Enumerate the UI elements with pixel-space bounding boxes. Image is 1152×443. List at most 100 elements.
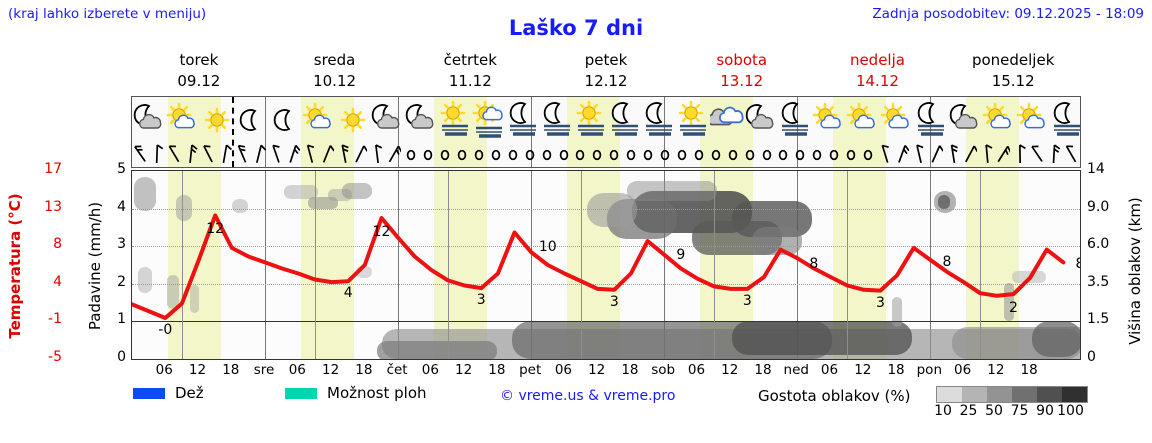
temperature-value-label: 3 bbox=[609, 293, 619, 310]
temperature-value-label: 12 bbox=[206, 221, 225, 238]
cloud-blob bbox=[1004, 283, 1014, 321]
cloud-density-ramp bbox=[936, 386, 1088, 403]
wind-barb-icon bbox=[386, 141, 403, 167]
precipitation-tick-label: 1 bbox=[117, 311, 126, 328]
cloud-blob bbox=[167, 275, 179, 309]
day-date: 11.12 bbox=[448, 72, 492, 90]
wind-barb-icon bbox=[132, 141, 149, 167]
temperature-value-label: 8 bbox=[942, 253, 952, 270]
wind-calm-icon bbox=[487, 141, 504, 167]
wind-calm-icon bbox=[707, 141, 724, 167]
day-separator bbox=[398, 171, 400, 359]
cloud-height-tick-label: 1.5 bbox=[1087, 311, 1110, 328]
wind-barb-icon bbox=[961, 141, 978, 167]
cloud-density-tick-label: 90 bbox=[1036, 403, 1054, 419]
day-separator bbox=[930, 171, 932, 359]
wind-barb-icon bbox=[284, 141, 301, 167]
cloud-blob bbox=[284, 185, 318, 199]
moon-icon bbox=[268, 99, 302, 141]
day-header-ponedeljek: ponedeljek 15.12 bbox=[945, 50, 1081, 96]
precipitation-axis-title: Padavine (mm/h) bbox=[86, 176, 112, 356]
moon-cloud-icon bbox=[744, 99, 778, 141]
cloud-blob bbox=[134, 177, 156, 211]
forecast-plot: -0 12 4 12 3 10 3 9 3 8 3 8 2 8 bbox=[131, 170, 1081, 360]
x-tick-label: 18 bbox=[754, 362, 772, 378]
temperature-value-label: 12 bbox=[372, 224, 391, 240]
weather-icon-panel bbox=[131, 96, 1081, 168]
cloud-density-tick-label: 25 bbox=[959, 403, 978, 419]
cloud-density-ramp-segment bbox=[962, 387, 987, 402]
cloud-density-tick-label: 100 bbox=[1057, 403, 1084, 419]
day-separator bbox=[265, 171, 267, 359]
temperature-tick-label: 8 bbox=[53, 236, 62, 253]
wind-barb-icon bbox=[1063, 141, 1080, 167]
sleet-legend-swatch bbox=[285, 388, 317, 399]
wind-calm-icon bbox=[420, 141, 437, 167]
day-separator bbox=[398, 97, 400, 167]
sun-fog-icon bbox=[438, 99, 472, 141]
cloud-blob bbox=[190, 285, 199, 313]
cloud-blob bbox=[176, 195, 192, 221]
sun-cloud-icon bbox=[302, 99, 336, 141]
wind-calm-icon bbox=[555, 141, 572, 167]
wind-barb-icon bbox=[369, 141, 386, 167]
wind-barb-icon bbox=[318, 141, 335, 167]
wind-calm-icon bbox=[775, 141, 792, 167]
moon-fog-icon bbox=[642, 99, 676, 141]
x-tick-label: 12 bbox=[321, 362, 340, 378]
precipitation-tick-label: 5 bbox=[117, 161, 126, 177]
temperature-tick-label: -1 bbox=[48, 311, 62, 328]
x-tick-label: 06 bbox=[155, 362, 173, 378]
last-update-label: Zadnja posodobitev: 09.12.2025 - 18:09 bbox=[872, 6, 1144, 22]
x-tick-label: 18 bbox=[621, 362, 639, 378]
x-tick-label: pon bbox=[916, 362, 943, 378]
x-tick-label: 06 bbox=[953, 362, 972, 378]
wind-calm-icon bbox=[538, 141, 555, 167]
precipitation-tick-label: 3 bbox=[117, 236, 126, 253]
cloud-density-ramp-segment bbox=[987, 387, 1012, 402]
temperature-axis-title: Temperatura (°C) bbox=[6, 176, 32, 356]
noon-gridline bbox=[847, 171, 849, 359]
day-name: sobota bbox=[716, 51, 768, 69]
x-tick-label: 18 bbox=[355, 362, 373, 378]
wind-barb-icon bbox=[335, 141, 352, 167]
x-tick-label: 12 bbox=[455, 362, 473, 378]
cloud-height-axis-title: Višina oblakov (km) bbox=[1126, 176, 1152, 366]
moon-icon bbox=[234, 99, 268, 141]
x-tick-label: 12 bbox=[854, 362, 872, 378]
sun-cloud-icon bbox=[982, 99, 1016, 141]
weather-icon-row bbox=[132, 99, 1080, 141]
cloud-blob bbox=[342, 183, 372, 199]
day-date: 13.12 bbox=[720, 72, 764, 90]
wind-calm-icon bbox=[403, 141, 420, 167]
location-menu-note[interactable]: (kraj lahko izberete v meniju) bbox=[8, 6, 207, 22]
copyright-link[interactable]: © vreme.us & vreme.pro bbox=[500, 388, 676, 404]
temperature-axis-title-text: Temperatura (°C) bbox=[6, 193, 24, 339]
cloud-height-tick-label: 3.5 bbox=[1087, 273, 1110, 290]
wind-calm-icon bbox=[809, 141, 826, 167]
x-tick-label: 12 bbox=[588, 362, 606, 378]
wind-calm-icon bbox=[521, 141, 538, 167]
wind-calm-icon bbox=[504, 141, 521, 167]
x-tick-label: 06 bbox=[820, 362, 839, 378]
wind-barb-icon bbox=[944, 141, 961, 167]
cloud-density-tick-label: 10 bbox=[934, 403, 952, 419]
day-separator bbox=[265, 97, 267, 167]
day-header-petek: petek 12.12 bbox=[538, 50, 674, 96]
day-date: 15.12 bbox=[991, 72, 1035, 90]
wind-calm-icon bbox=[454, 141, 471, 167]
daylight-band bbox=[168, 97, 221, 167]
wind-barb-row bbox=[132, 141, 1080, 167]
rain-legend-swatch bbox=[133, 388, 165, 399]
wind-barb-icon bbox=[877, 141, 894, 167]
temperature-value-label: 8 bbox=[809, 255, 819, 272]
day-name: sreda bbox=[313, 51, 356, 69]
moon-fog-icon bbox=[778, 99, 812, 141]
cloud-density-ramp-labels: 10 25 50 75 90 100 bbox=[931, 403, 1091, 421]
day-name: četrtek bbox=[443, 51, 497, 69]
day-separator bbox=[797, 171, 799, 359]
cloud-blob bbox=[138, 267, 152, 293]
horizontal-gridline bbox=[132, 246, 1080, 248]
moon-cloud-icon bbox=[404, 99, 438, 141]
x-tick-label: 12 bbox=[987, 362, 1005, 378]
